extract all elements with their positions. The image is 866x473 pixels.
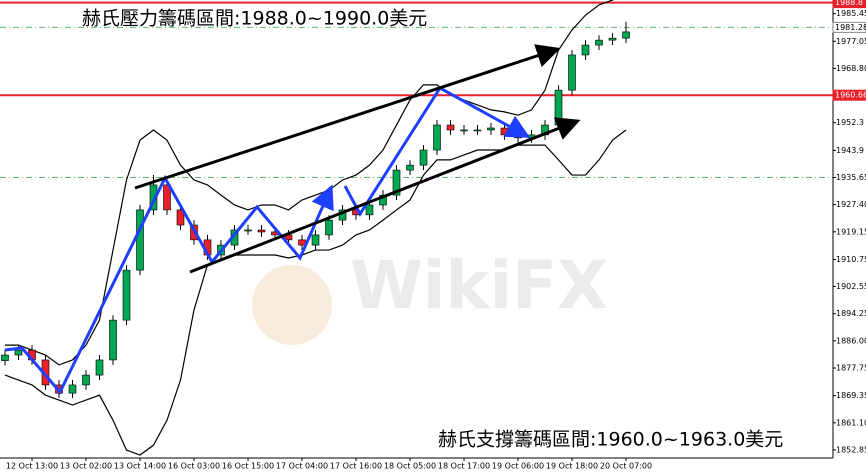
watermark-group: WikiFX — [252, 247, 608, 345]
candle-body — [514, 134, 522, 139]
candle-body — [581, 44, 590, 56]
candle-body — [595, 39, 603, 46]
trend-arrow — [134, 44, 561, 190]
candle-body — [568, 54, 576, 91]
y-tick-label: 1894.25 — [836, 309, 866, 318]
x-tick-label: 17 Oct 04:00 — [276, 462, 328, 471]
y-tick-label: 1943.9 — [836, 146, 864, 155]
candle-body — [95, 359, 104, 376]
candle-body — [68, 384, 77, 394]
candle-body — [419, 149, 428, 166]
x-tick-label: 19 Oct 18:00 — [546, 462, 598, 471]
x-tick-label: 16 Oct 03:00 — [168, 462, 220, 471]
candle-body — [406, 164, 414, 171]
level-label-box — [832, 21, 866, 33]
candle-body — [392, 169, 401, 196]
x-tick-label: 19 Oct 06:00 — [492, 462, 544, 471]
level-label: 1981.28 — [835, 23, 866, 32]
y-tick-label: 1977.05 — [836, 37, 866, 46]
wave-arrow — [4, 174, 334, 395]
y-tick-label: 1902.55 — [836, 282, 866, 291]
candle-body — [257, 229, 266, 233]
candle-body — [14, 349, 23, 356]
watermark: WikiFX — [350, 247, 608, 324]
candle-body — [460, 129, 468, 132]
candle-body — [500, 127, 509, 136]
y-tick-label: 1886.00 — [836, 336, 866, 345]
x-tick-label: 20 Oct 07:00 — [600, 462, 652, 471]
candle-body — [122, 269, 131, 321]
x-tick-label: 17 Oct 16:00 — [330, 462, 382, 471]
level-label: 1960.66 — [835, 91, 866, 100]
candle-body — [325, 219, 333, 236]
candle-body — [311, 234, 320, 246]
chart-title: 赫氏壓力籌碼區間:1988.0~1990.0美元 — [82, 8, 427, 30]
candle-body — [487, 127, 495, 131]
y-tick-label: 1927.40 — [836, 200, 866, 209]
y-tick-label: 1861.10 — [836, 418, 866, 427]
chart-subtitle: 赫氏支撐籌碼區間:1960.0~1963.0美元 — [438, 429, 783, 451]
x-tick-label: 18 Oct 17:00 — [438, 462, 490, 471]
x-tick-label: 16 Oct 15:00 — [222, 462, 274, 471]
annotations — [4, 44, 581, 395]
candle-body — [473, 129, 482, 132]
y-tick-label: 1968.80 — [836, 64, 866, 73]
candle-body — [136, 209, 144, 271]
candle-body — [433, 124, 441, 151]
y-tick-label: 1985.45 — [836, 9, 866, 18]
x-tick-label: 13 Oct 02:00 — [60, 462, 112, 471]
candle-body — [82, 374, 90, 386]
watermark-logo — [252, 265, 332, 345]
x-tick-label: 13 Oct 14:00 — [114, 462, 166, 471]
x-tick-label: 18 Oct 05:00 — [384, 462, 436, 471]
trend-arrow — [189, 117, 581, 274]
candle-body — [244, 229, 252, 232]
candle-body — [554, 89, 563, 126]
y-tick-label: 1952.3 — [836, 118, 864, 127]
y-tick-label: 1919.15 — [836, 227, 866, 236]
candle-body — [365, 204, 374, 216]
candle-body — [446, 124, 455, 131]
level-label: 1988.8 — [835, 0, 863, 7]
x-tick-label: 12 Oct 13:00 — [6, 462, 58, 471]
candle-body — [379, 194, 387, 206]
level-label-box — [832, 89, 866, 101]
y-tick-label: 1877.75 — [836, 364, 866, 373]
candle-body — [109, 319, 117, 361]
candle-body — [622, 31, 630, 39]
candle-body — [608, 37, 617, 41]
candle-body — [176, 209, 185, 226]
wave-arrow — [343, 86, 531, 217]
y-tick-label: 1910.75 — [836, 255, 866, 264]
y-tick-label: 1935.65 — [836, 173, 866, 182]
candle-body — [163, 184, 171, 211]
candle-body — [1, 354, 9, 361]
y-tick-label: 1869.35 — [836, 391, 866, 400]
level-label-box — [832, 0, 866, 9]
y-tick-label: 1852.85 — [836, 445, 866, 454]
